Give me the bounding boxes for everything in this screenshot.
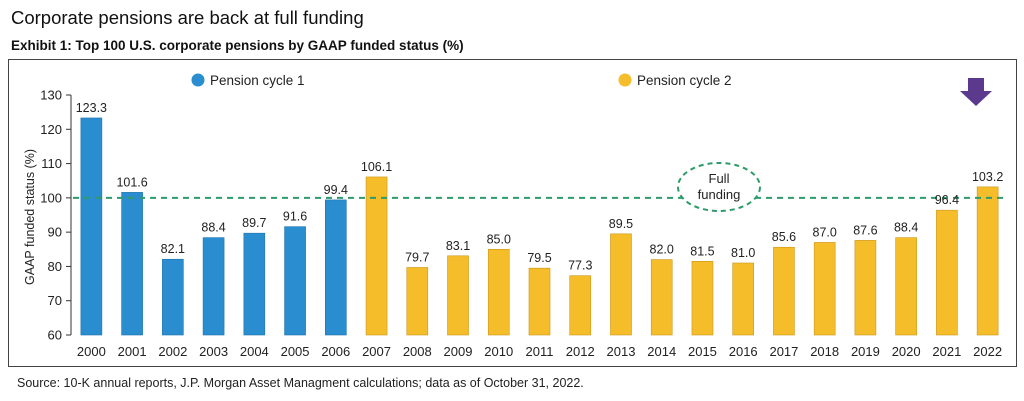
x-tick-label-2021: 2021 — [932, 344, 961, 359]
y-tick-label: 90 — [48, 225, 62, 240]
bar-2017 — [773, 246, 795, 336]
bar-2012 — [569, 275, 592, 336]
x-tick-label-2008: 2008 — [403, 344, 432, 359]
x-tick-label-2018: 2018 — [810, 344, 839, 359]
data-label-2015: 81.5 — [690, 244, 714, 258]
data-label-2005: 91.6 — [283, 210, 307, 224]
y-tick-label: 60 — [48, 328, 62, 343]
x-tick-label-2019: 2019 — [851, 344, 880, 359]
bar-2022 — [976, 186, 999, 336]
bar-2008 — [406, 267, 429, 336]
x-tick-label-2009: 2009 — [444, 344, 473, 359]
bar-2001 — [121, 192, 143, 336]
y-axis-ticks: 60 70 80 90 100 110 120 130 — [40, 88, 71, 343]
x-tick-label-2017: 2017 — [769, 344, 798, 359]
data-label-2011: 79.5 — [527, 251, 551, 265]
y-tick-label: 120 — [40, 122, 62, 137]
legend-marker-cycle-2 — [618, 73, 632, 87]
y-tick-label: 130 — [40, 88, 62, 103]
y-tick-label: 80 — [48, 259, 62, 274]
data-label-2019: 87.6 — [853, 223, 877, 237]
bar-2004 — [243, 232, 266, 336]
legend-label-cycle-2: Pension cycle 2 — [637, 73, 732, 88]
data-label-2020: 88.4 — [894, 221, 918, 235]
data-label-2007: 106.1 — [361, 160, 392, 174]
x-tick-label-2014: 2014 — [647, 344, 676, 359]
bar-2005 — [284, 226, 306, 336]
data-label-2016: 81.0 — [731, 246, 755, 260]
data-label-2017: 85.6 — [772, 230, 796, 244]
y-tick-label: 100 — [40, 190, 62, 205]
full-funding-text-2: funding — [698, 187, 741, 202]
bar-2020 — [895, 237, 917, 336]
data-label-2002: 82.1 — [161, 242, 185, 256]
y-tick-label: 110 — [41, 156, 62, 171]
data-label-2021: 96.4 — [935, 193, 959, 207]
x-tick-label-2022: 2022 — [973, 344, 1002, 359]
data-label-2018: 87.0 — [813, 225, 837, 239]
x-axis-ticks: 2000 2001 2002 2003 2004 2005 2006 2007 2008 2009… — [77, 344, 1002, 359]
data-label-2009: 83.1 — [446, 239, 470, 253]
x-tick-label-2010: 2010 — [484, 344, 513, 359]
x-tick-label-2002: 2002 — [158, 344, 187, 359]
x-tick-label-2011: 2011 — [526, 344, 554, 359]
down-arrow-icon — [960, 78, 992, 106]
x-tick-label-2000: 2000 — [77, 344, 106, 359]
y-axis-label: GAAP funded status (%) — [23, 149, 37, 285]
data-label-2010: 85.0 — [487, 232, 511, 246]
data-labels: 123.3 101.6 82.1 88.4 89.7 91.6 99.4 106.1 79.7 8… — [76, 101, 1004, 273]
x-tick-label-2001: 2001 — [118, 344, 147, 359]
bar-2011 — [528, 267, 551, 336]
x-tick-label-2003: 2003 — [199, 344, 228, 359]
legend: Pension cycle 1 Pension cycle 2 — [191, 73, 732, 88]
data-label-2008: 79.7 — [405, 250, 429, 264]
x-tick-label-2015: 2015 — [688, 344, 717, 359]
bar-2009 — [447, 255, 469, 336]
x-tick-label-2012: 2012 — [566, 344, 595, 359]
data-label-2006: 99.4 — [324, 183, 348, 197]
data-label-2003: 88.4 — [201, 221, 225, 235]
chart-frame — [8, 59, 1017, 367]
chart-subtitle: Exhibit 1: Top 100 U.S. corporate pensio… — [11, 38, 464, 53]
x-tick-label-2004: 2004 — [240, 344, 269, 359]
bar-2019 — [854, 240, 877, 336]
data-label-2001: 101.6 — [116, 175, 147, 189]
bar-2002 — [162, 258, 184, 336]
legend-marker-cycle-1 — [191, 73, 205, 87]
bar-2015 — [691, 260, 714, 336]
legend-label-cycle-1: Pension cycle 1 — [210, 73, 305, 88]
data-label-2014: 82.0 — [650, 243, 674, 257]
bar-2000 — [80, 117, 103, 336]
bars — [80, 117, 999, 336]
chart-title: Corporate pensions are back at full fund… — [11, 7, 364, 28]
bar-2018 — [813, 242, 836, 336]
x-tick-label-2013: 2013 — [607, 344, 636, 359]
bar-2014 — [650, 259, 673, 336]
bar-2013 — [610, 233, 632, 336]
data-label-2013: 89.5 — [609, 217, 633, 231]
data-label-2004: 89.7 — [242, 216, 266, 230]
bar-2021 — [936, 209, 958, 336]
bar-2006 — [325, 199, 347, 336]
y-tick-label: 70 — [48, 293, 62, 308]
x-tick-label-2007: 2007 — [362, 344, 391, 359]
x-tick-label-2020: 2020 — [892, 344, 921, 359]
data-label-2000: 123.3 — [76, 101, 107, 115]
source-note: Source: 10-K annual reports, J.P. Morgan… — [17, 376, 584, 390]
data-label-2022: 103.2 — [972, 170, 1003, 184]
x-tick-label-2006: 2006 — [321, 344, 350, 359]
data-label-2012: 77.3 — [568, 259, 592, 273]
bar-2016 — [732, 262, 754, 336]
full-funding-ellipse — [677, 162, 761, 212]
bar-2007 — [365, 176, 388, 336]
bar-2003 — [202, 237, 225, 336]
x-tick-label-2005: 2005 — [281, 344, 310, 359]
x-tick-label-2016: 2016 — [729, 344, 758, 359]
full-funding-annotation: Full funding — [677, 162, 761, 212]
bar-2010 — [487, 248, 510, 336]
full-funding-text-1: Full — [709, 171, 730, 186]
